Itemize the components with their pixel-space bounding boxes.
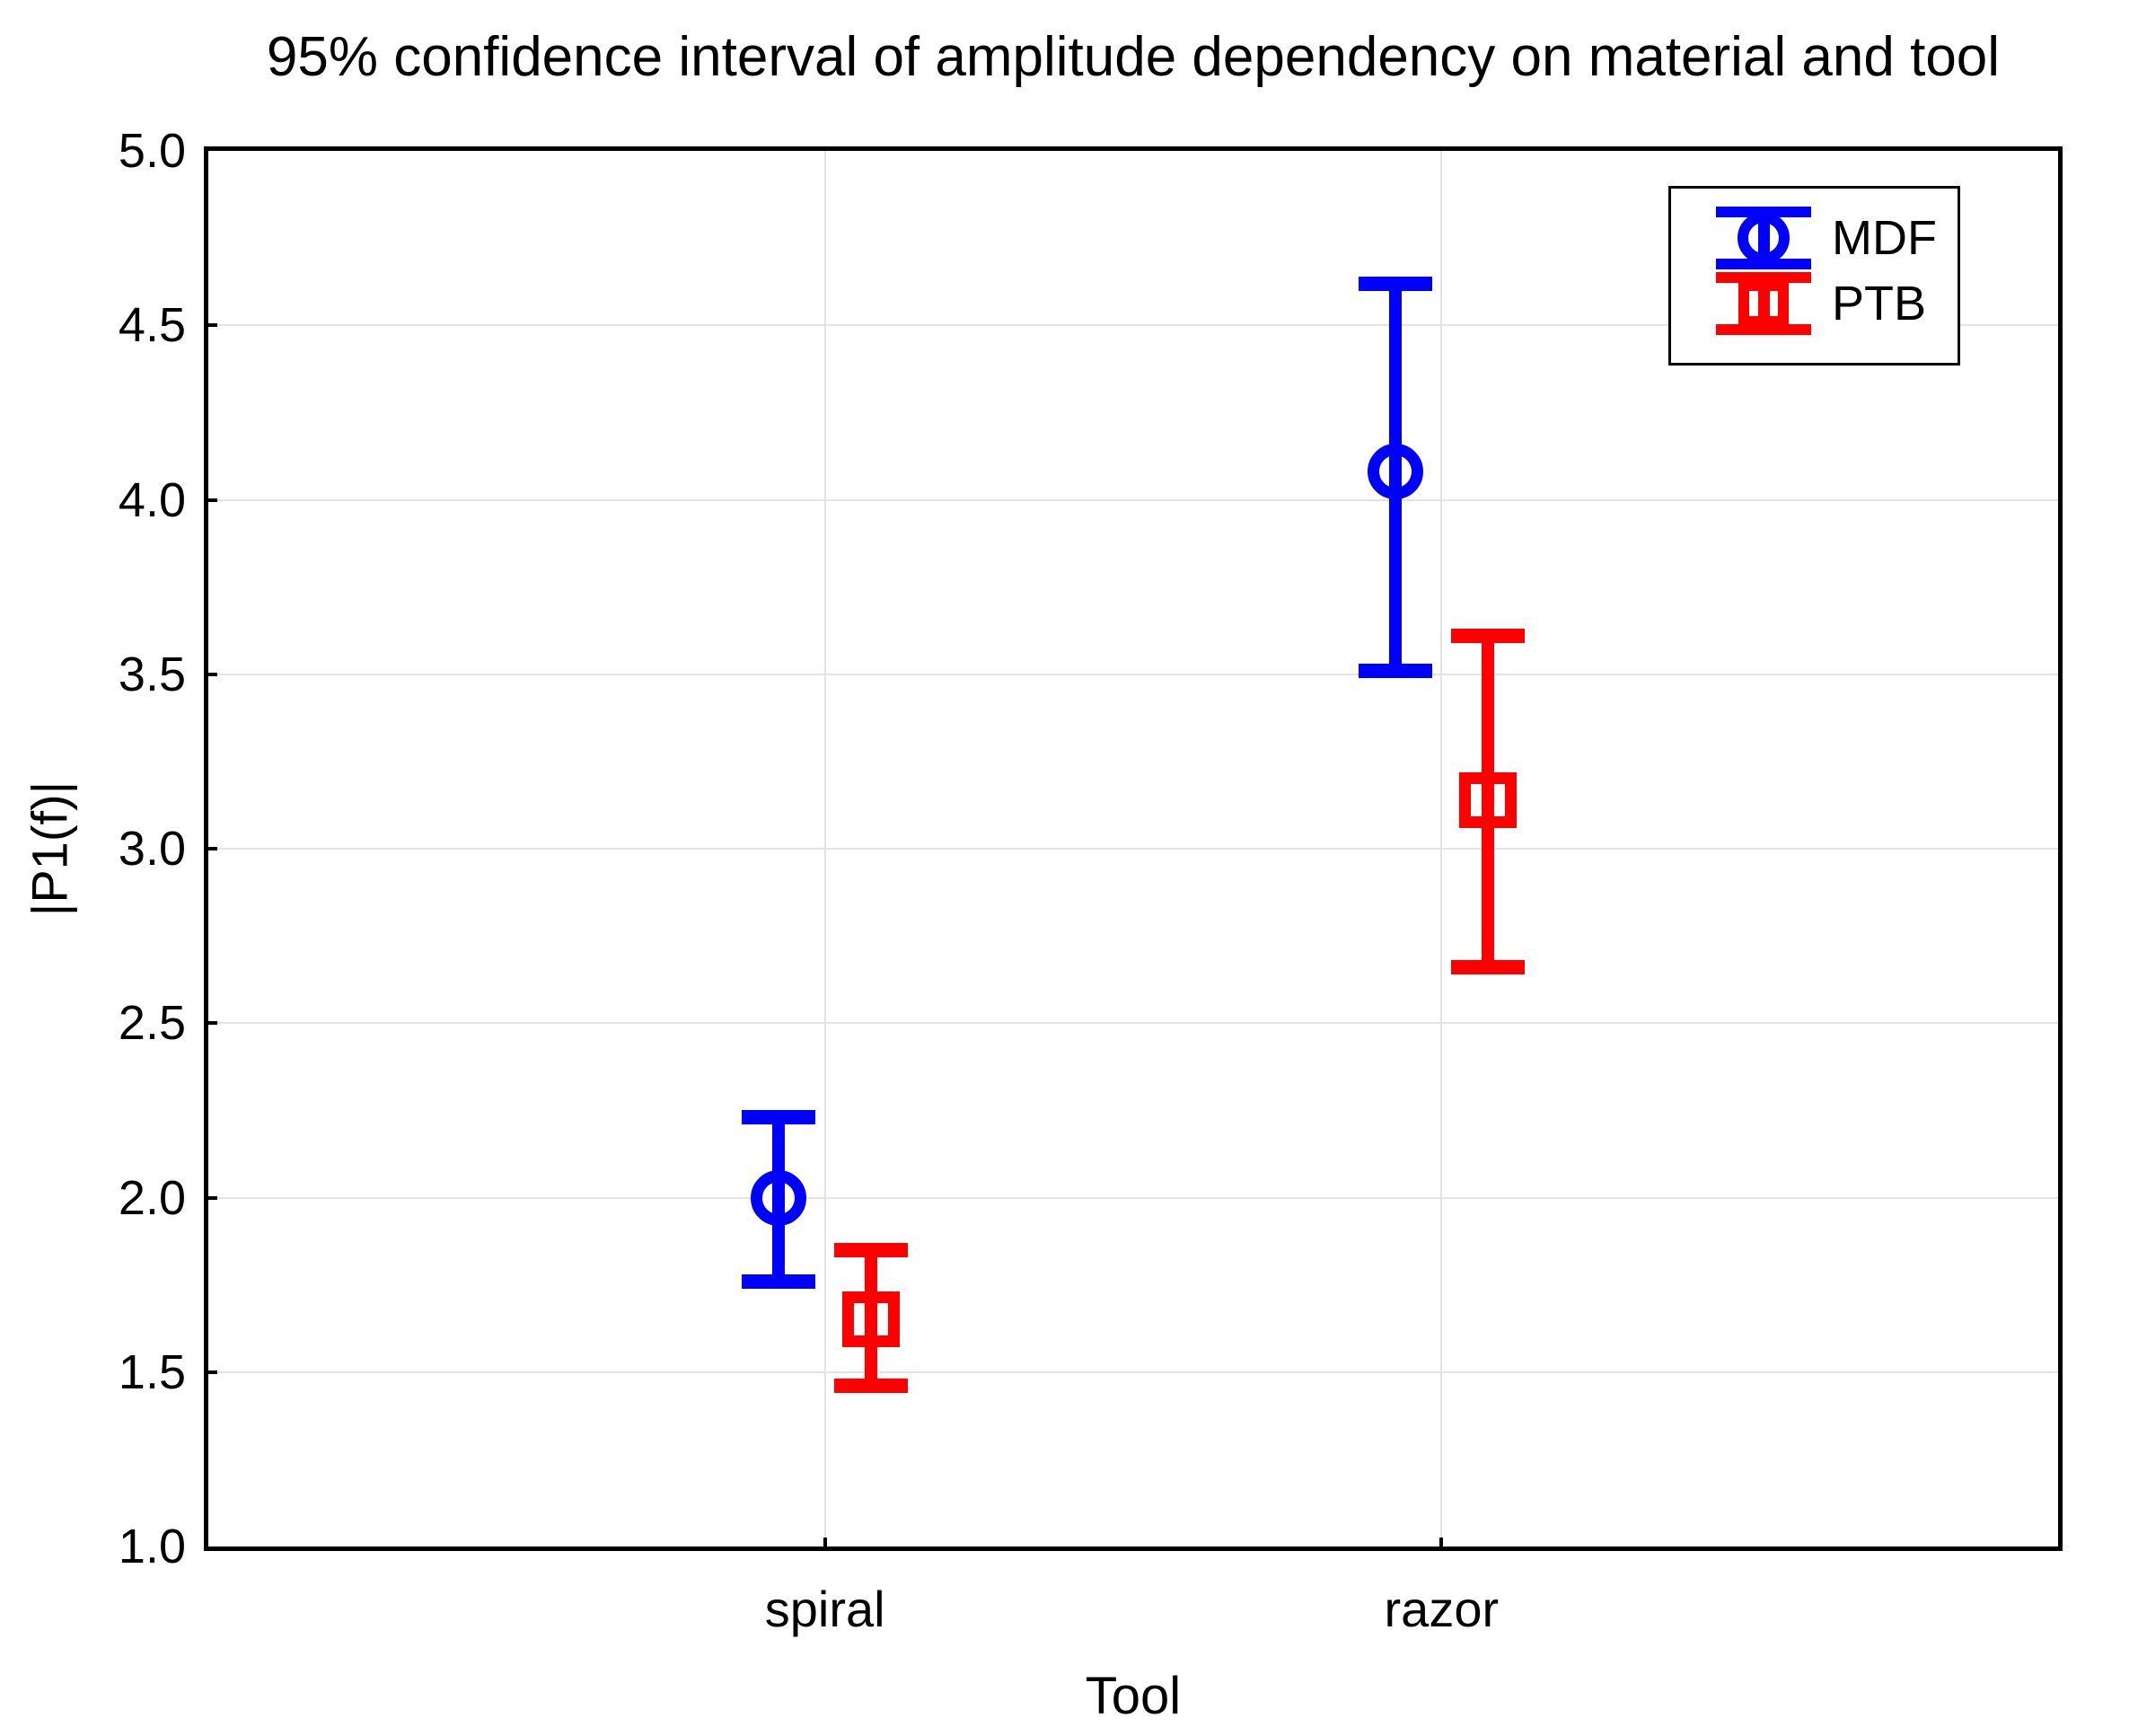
y-tick-label-3.5: 3.5 <box>118 647 186 701</box>
errorbar-line <box>1482 636 1495 968</box>
y-tick-label-1: 1.0 <box>118 1520 186 1573</box>
chart-title: 95% confidence interval of amplitude dep… <box>266 26 2001 88</box>
legend-item-mdf: MDF <box>1671 207 1958 269</box>
y-tick-label-2.5: 2.5 <box>118 996 186 1051</box>
errorbar-cap-bottom <box>1451 960 1526 975</box>
x-tick-label-razor: razor <box>1384 1581 1500 1637</box>
y-tick-label-3: 3.0 <box>118 822 186 876</box>
gridline-x-spiral <box>823 151 826 1547</box>
y-tick-4.5 <box>208 323 217 328</box>
y-tick-3.5 <box>208 672 217 676</box>
x-tick-label-spiral: spiral <box>764 1581 885 1637</box>
gridline-y-4 <box>208 498 2058 501</box>
legend-label-ptb: PTB <box>1832 277 1927 330</box>
y-tick-3 <box>208 847 217 850</box>
gridline-y-2.5 <box>208 1022 2058 1025</box>
errorbar-line <box>1388 283 1402 671</box>
y-tick-2.5 <box>208 1021 217 1026</box>
legend-label-mdf: MDF <box>1832 211 1937 265</box>
y-tick-4 <box>208 498 217 502</box>
errorbar-cap-bottom <box>741 1273 815 1289</box>
errorbar-cap-bottom <box>1358 663 1432 678</box>
errorbar-cap-top <box>741 1110 815 1125</box>
plot-area: MDF PTB <box>204 146 2063 1551</box>
x-tick-razor <box>1439 1538 1444 1547</box>
errorbar-cap-top <box>834 1242 909 1257</box>
gridline-y-3 <box>208 848 2058 850</box>
ptb-errorbar-square-icon <box>1716 272 1811 335</box>
marker-circle-MDF-razor <box>1367 444 1423 500</box>
gridline-x-razor <box>1440 151 1443 1547</box>
x-tick-spiral <box>823 1538 827 1547</box>
x-axis-label: Tool <box>1085 1667 1182 1725</box>
legend-item-ptb: PTB <box>1671 272 1958 335</box>
y-tick-2 <box>208 1195 217 1200</box>
y-tick-label-1.5: 1.5 <box>118 1344 186 1399</box>
legend: MDF PTB <box>1668 186 1960 366</box>
gridline-y-3.5 <box>208 673 2058 675</box>
y-tick-label-4.5: 4.5 <box>118 298 186 353</box>
mdf-errorbar-circle-icon <box>1716 207 1811 269</box>
gridline-y-1.5 <box>208 1370 2058 1373</box>
errorbar-line <box>771 1117 785 1282</box>
gridline-y-2 <box>208 1196 2058 1199</box>
errorbar-cap-bottom <box>834 1379 909 1394</box>
y-tick-label-5: 5.0 <box>118 124 186 178</box>
errorbar-cap-top <box>1451 629 1526 643</box>
y-tick-label-2: 2.0 <box>118 1170 186 1225</box>
y-tick-label-4: 4.0 <box>118 472 186 527</box>
gridline-y-4.5 <box>208 324 2058 327</box>
errorbar-cap-top <box>1358 276 1432 291</box>
errorbar-line <box>865 1249 878 1387</box>
y-tick-1.5 <box>208 1370 217 1374</box>
